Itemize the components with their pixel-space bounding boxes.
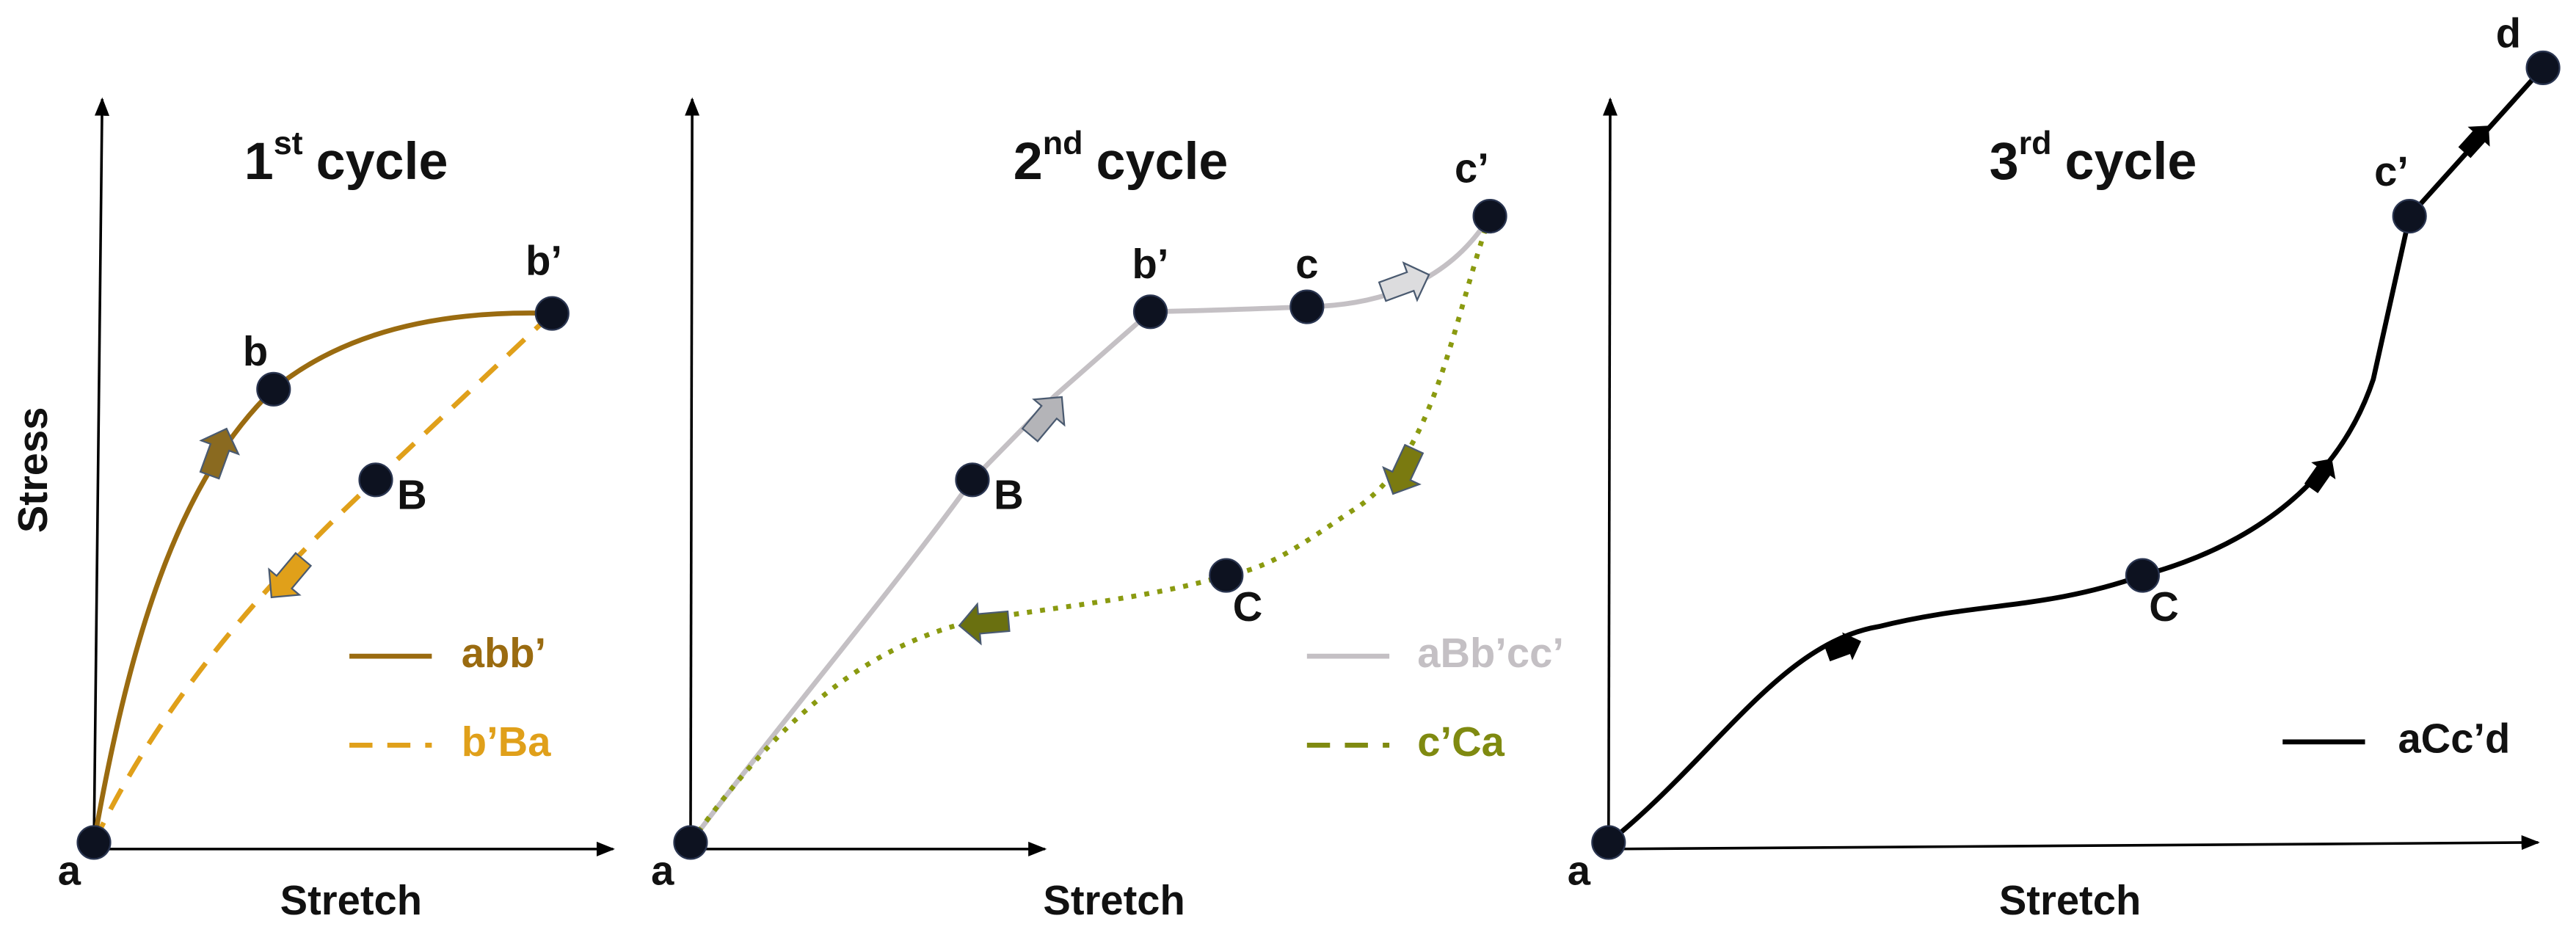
point-label: B (397, 471, 427, 517)
point-label: c (1295, 241, 1318, 287)
direction-arrow (268, 552, 313, 599)
panel-title: 2nd cycle (1014, 124, 1229, 191)
point-label: B (994, 471, 1024, 517)
y-axis (1602, 97, 1618, 843)
y-axis-label: Stress (10, 407, 56, 534)
legend-label: abb’ (462, 630, 546, 676)
direction-arrow (1824, 632, 1861, 662)
point-label: b (243, 328, 268, 374)
x-axis-label: Stretch (280, 877, 422, 923)
point-label: C (1233, 583, 1263, 630)
point (955, 462, 990, 498)
point-label: b’ (525, 237, 562, 283)
point (76, 825, 112, 860)
direction-arrow (1382, 443, 1425, 495)
loading-curve (91, 310, 553, 843)
point (534, 296, 570, 331)
point-label: a (58, 847, 81, 893)
point (1472, 198, 1507, 234)
panel-title: 1st cycle (244, 124, 448, 191)
panel-title: 3rd cycle (1990, 124, 2197, 191)
point-label: a (651, 847, 674, 893)
point-label: C (2149, 583, 2179, 630)
point (1289, 289, 1325, 324)
direction-arrow (1378, 261, 1430, 302)
unloading-curve (688, 215, 1493, 844)
x-axis (1608, 834, 2540, 851)
point (1591, 825, 1626, 860)
direction-arrow (2458, 125, 2490, 159)
point (1132, 294, 1168, 330)
panel-3: 3rd cycle Stretch a C c’ d aCc’d (1568, 10, 2561, 923)
point-label: d (2496, 10, 2521, 57)
panel-2: 2nd cycle Stretch a B b’ c c’ C aBb’cc’ c… (651, 97, 1564, 923)
unloading-curve (91, 311, 554, 844)
point (2392, 198, 2427, 234)
point (1209, 558, 1244, 593)
point-label: c’ (1455, 145, 1489, 192)
point (256, 371, 291, 407)
direction-arrow (199, 427, 240, 480)
y-axis (685, 97, 700, 843)
point-label: a (1568, 847, 1591, 893)
panel-1: 1st cycle Stress Stretch a b b’ B abb’ b’… (10, 97, 615, 923)
point (2125, 558, 2160, 593)
point (673, 825, 708, 860)
direction-arrow (2304, 459, 2336, 493)
direction-arrow (1021, 396, 1066, 443)
legend-label: aBb’cc’ (1417, 630, 1564, 676)
point-label: b’ (1132, 241, 1169, 287)
x-axis-label: Stretch (1999, 877, 2141, 923)
direction-arrow (958, 602, 1011, 646)
point (358, 462, 393, 498)
x-axis-label: Stretch (1043, 877, 1185, 923)
point (2525, 50, 2561, 86)
legend-label: b’Ba (462, 718, 551, 765)
legend-label: aCc’d (2398, 716, 2510, 762)
y-axis (92, 97, 110, 843)
loading-curve (688, 214, 1492, 844)
point-label: c’ (2374, 148, 2409, 194)
legend-label: c’Ca (1417, 718, 1505, 765)
